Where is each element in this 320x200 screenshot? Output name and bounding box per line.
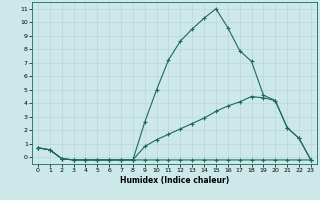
X-axis label: Humidex (Indice chaleur): Humidex (Indice chaleur) [120, 176, 229, 185]
